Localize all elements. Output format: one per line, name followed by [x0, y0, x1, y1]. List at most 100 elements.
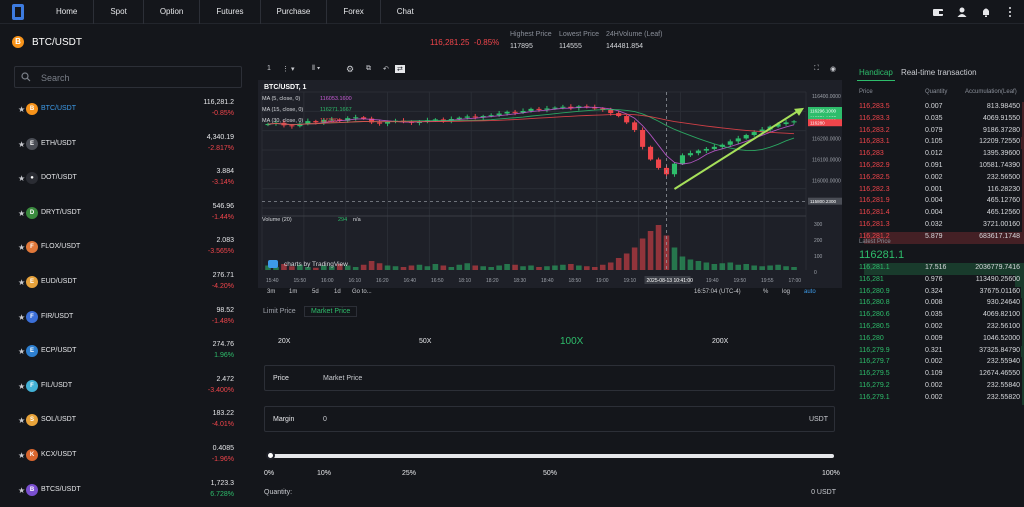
percent-toggle[interactable]: %: [763, 289, 769, 295]
bid-row[interactable]: 116,281.1 17.516 2036779.7416: [853, 263, 1024, 275]
tab-market-price[interactable]: Market Price: [304, 306, 358, 317]
pct-50[interactable]: 50%: [543, 470, 558, 477]
nav-forex[interactable]: Forex: [327, 0, 381, 24]
period-5d[interactable]: 5d: [312, 289, 319, 295]
favorite-star-icon[interactable]: ★: [18, 381, 26, 391]
candlestick-chart[interactable]: 116400.0000116300.0000116200.0000116100.…: [258, 80, 842, 288]
market-item[interactable]: ★ E ECP/USDT 274.76 1.96%: [14, 334, 242, 369]
pct-25[interactable]: 25%: [402, 470, 417, 477]
leverage-50x[interactable]: 50X: [419, 338, 432, 345]
ask-row[interactable]: 116,283 0.012 1395.39600: [853, 149, 1024, 161]
ask-row[interactable]: 116,281.9 0.004 465.12760: [853, 196, 1024, 209]
bid-row[interactable]: 116,279.5 0.109 12674.46550: [853, 369, 1024, 381]
indicators-icon[interactable]: ⧉: [366, 65, 371, 72]
user-icon[interactable]: [956, 6, 968, 18]
favorite-star-icon[interactable]: ★: [18, 208, 26, 218]
market-item[interactable]: ★ F FLOX/USDT 2.083 -3.565%: [14, 230, 242, 265]
favorite-star-icon[interactable]: ★: [18, 139, 26, 149]
depth-bar: [1022, 220, 1024, 232]
favorite-star-icon[interactable]: ★: [18, 277, 26, 287]
nav-option[interactable]: Option: [144, 0, 201, 24]
market-item[interactable]: ★ B BTCS/USDT 1,723.3 6.728%: [14, 473, 242, 507]
ask-row[interactable]: 116,282.5 0.002 232.56500: [853, 172, 1024, 185]
favorite-star-icon[interactable]: ★: [18, 347, 26, 357]
current-pair[interactable]: B BTC/USDT: [12, 36, 82, 48]
ask-row[interactable]: 116,282.3 0.001 116.28230: [853, 184, 1024, 197]
amount-slider[interactable]: [266, 451, 834, 460]
nav-spot[interactable]: Spot: [94, 0, 144, 24]
x-tick-label: 19:40: [706, 278, 719, 284]
pct-0[interactable]: 0%: [264, 470, 275, 477]
nav-home[interactable]: Home: [40, 0, 95, 24]
ask-row[interactable]: 116,283.2 0.079 9186.37280: [853, 125, 1024, 138]
leverage-100x[interactable]: 100X: [560, 336, 584, 347]
leverage-200x[interactable]: 200X: [712, 338, 729, 345]
period-1m[interactable]: 1m: [289, 289, 298, 295]
tab-realtime-transaction[interactable]: Real-time transaction: [901, 68, 977, 77]
ask-row[interactable]: 116,283.3 0.035 4069.91550: [853, 113, 1024, 126]
favorite-star-icon[interactable]: ★: [18, 174, 26, 184]
pct-10[interactable]: 10%: [317, 470, 332, 477]
market-item[interactable]: ★ F FIR/USDT 98.52 -1.48%: [14, 300, 242, 335]
ask-row[interactable]: 116,283.1 0.105 12209.72550: [853, 137, 1024, 150]
market-item[interactable]: ★ F FIL/USDT 2.472 -3.400%: [14, 369, 242, 404]
slider-handle[interactable]: [266, 451, 275, 460]
favorite-star-icon[interactable]: ★: [18, 450, 26, 460]
market-item[interactable]: ★ E ETH/USDT 4,340.19 -2.817%: [14, 127, 242, 162]
search-input[interactable]: [41, 70, 231, 86]
favorite-star-icon[interactable]: ★: [18, 243, 26, 253]
market-item[interactable]: ★ B BTC/USDT 116,281.2 -0.85%: [14, 92, 242, 127]
bid-row[interactable]: 116,279.2 0.002 232.55840: [853, 381, 1024, 393]
favorite-star-icon[interactable]: ★: [18, 312, 26, 322]
tab-handicap[interactable]: Handicap: [857, 68, 895, 81]
ask-row[interactable]: 116,281.2 5.879 683617.1748: [853, 231, 1024, 244]
more-icon[interactable]: [1004, 6, 1016, 18]
tab-limit-price[interactable]: Limit Price: [263, 308, 296, 315]
bid-row[interactable]: 116,280.9 0.324 37675.01160: [853, 286, 1024, 299]
bid-row[interactable]: 116,280 0.009 1046.52000: [853, 333, 1024, 346]
bid-row[interactable]: 116,280.5 0.002 232.56100: [853, 322, 1024, 334]
camera-icon[interactable]: ◉: [830, 66, 837, 73]
nav-purchase[interactable]: Purchase: [261, 0, 328, 24]
ask-row[interactable]: 116,281.4 0.004 465.12560: [853, 208, 1024, 220]
candle-type-icon[interactable]: ⫴ ▾: [312, 65, 321, 72]
bid-row[interactable]: 116,281 0.976 113490.25600: [853, 274, 1024, 287]
market-item[interactable]: ★ S SOL/USDT 183.22 -4.01%: [14, 403, 242, 438]
goto-button[interactable]: Go to...: [352, 289, 372, 295]
market-item[interactable]: ★ E EUD/USDT 276.71 -4.20%: [14, 265, 242, 300]
favorite-star-icon[interactable]: ★: [18, 416, 26, 426]
price-field[interactable]: Price Market Price: [264, 365, 835, 391]
chart-plot-area[interactable]: 116400.0000116300.0000116200.0000116100.…: [258, 80, 842, 288]
undo-icon[interactable]: ↶: [383, 66, 389, 73]
ask-row[interactable]: 116,281.3 0.032 3721.00160: [853, 220, 1024, 232]
bid-row[interactable]: 116,280.8 0.008 930.24640: [853, 298, 1024, 311]
favorite-star-icon[interactable]: ★: [18, 105, 26, 114]
settings-gear-icon[interactable]: ⚙: [346, 64, 355, 74]
market-item[interactable]: ★ D DRYT/USDT 546.96 -1.44%: [14, 196, 242, 231]
bid-row[interactable]: 116,280.6 0.035 4069.82100: [853, 310, 1024, 322]
period-3m[interactable]: 3m: [267, 289, 276, 295]
log-toggle[interactable]: log: [782, 289, 791, 295]
period-1d[interactable]: 1d: [334, 289, 341, 295]
ask-row[interactable]: 116,282.9 0.091 10581.74390: [853, 161, 1024, 173]
interval-dropdown-icon[interactable]: ⋮ ▾: [282, 66, 295, 73]
nav-futures[interactable]: Futures: [200, 0, 261, 24]
compare-icon[interactable]: ⇄: [395, 65, 405, 73]
interval-button[interactable]: 1: [267, 65, 271, 72]
wallet-icon[interactable]: [932, 6, 944, 18]
leverage-20x[interactable]: 20X: [278, 338, 291, 345]
pct-100[interactable]: 100%: [822, 470, 840, 477]
bid-row[interactable]: 116,279.7 0.002 232.55940: [853, 357, 1024, 370]
ask-row[interactable]: 116,283.5 0.007 813.98450: [853, 102, 1024, 114]
market-item[interactable]: ★ K KCX/USDT 0.4085 -1.96%: [14, 438, 242, 473]
auto-toggle[interactable]: auto: [804, 289, 816, 295]
favorite-star-icon[interactable]: ★: [18, 485, 26, 495]
margin-field[interactable]: Margin 0 USDT: [264, 406, 835, 432]
market-item[interactable]: ★ ● DOT/USDT 3.884 -3.14%: [14, 161, 242, 196]
bid-row[interactable]: 116,279.1 0.002 232.55820: [853, 392, 1024, 405]
logo-icon[interactable]: [10, 3, 26, 21]
nav-chat[interactable]: Chat: [396, 7, 414, 16]
bid-row[interactable]: 116,279.9 0.321 37325.84790: [853, 345, 1024, 358]
fullscreen-icon[interactable]: ⛶: [814, 65, 819, 72]
bell-icon[interactable]: [980, 6, 992, 18]
